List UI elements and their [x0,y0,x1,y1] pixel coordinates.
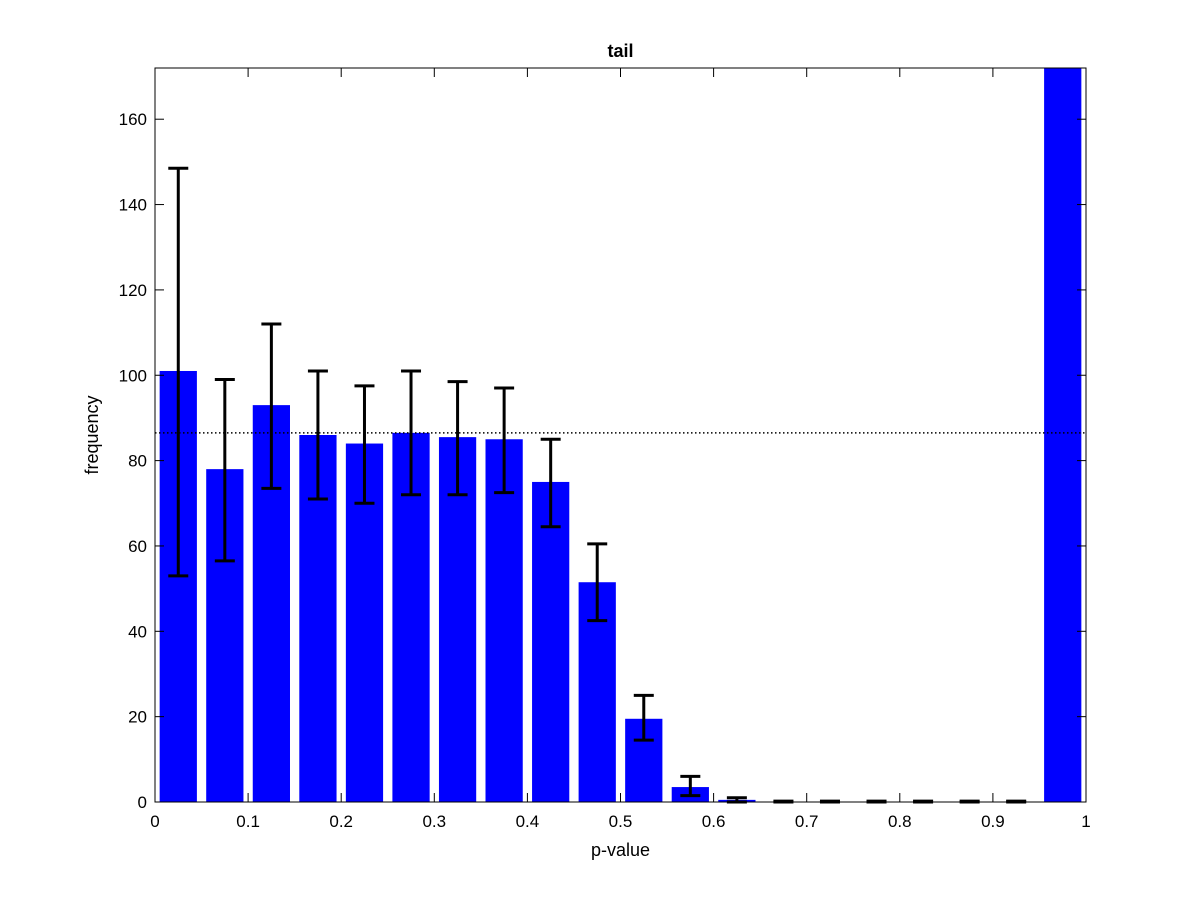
x-tick-label: 1 [1081,812,1090,831]
x-tick-label: 0.2 [329,812,353,831]
y-tick-label: 0 [138,793,147,812]
x-tick-label: 0.1 [236,812,260,831]
bar [1044,68,1082,802]
x-tick-label: 0.3 [422,812,446,831]
x-tick-label: 0.7 [795,812,819,831]
y-tick-label: 100 [119,366,147,385]
y-tick-label: 20 [128,708,147,727]
x-tick-label: 0.9 [981,812,1005,831]
x-tick-label: 0.4 [516,812,540,831]
bars-layer [159,68,1082,802]
bar [532,481,570,802]
ticks-layer: 0 0.1 0.2 0.3 0.4 0.5 0.6 0.7 0.8 0.9 1 0 20 40 60 80 10… [119,68,1091,831]
y-tick-label: 80 [128,452,147,471]
x-tick-label: 0.5 [609,812,633,831]
plot-area [155,68,1086,802]
error-bars-layer [168,166,1027,804]
bar [438,437,477,802]
x-tick-label: 0 [150,812,159,831]
y-tick-label: 60 [128,537,147,556]
bar [485,439,523,802]
y-tick-label: 160 [119,110,147,129]
y-axis-label: frequency [82,395,102,474]
x-tick-label: 0.8 [888,812,912,831]
x-tick-label: 0.6 [702,812,726,831]
y-tick-label: 40 [128,622,147,641]
y-tick-label: 120 [119,281,147,300]
chart-title: tail [607,41,633,61]
x-axis-label: p-value [591,840,650,860]
y-tick-label: 140 [119,196,147,215]
